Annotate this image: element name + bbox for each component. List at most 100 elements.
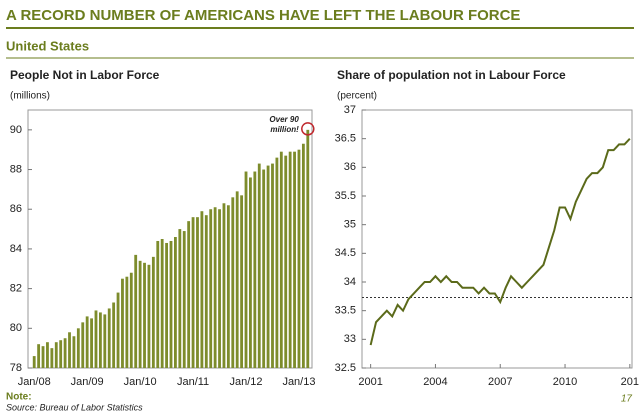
y-tick-label: 86 <box>10 203 22 215</box>
bar <box>68 332 71 368</box>
bar <box>257 163 261 368</box>
bar <box>284 155 288 368</box>
bar <box>200 211 204 368</box>
bar <box>138 260 142 368</box>
y-tick-label: 36.5 <box>335 133 356 145</box>
bar <box>226 205 230 368</box>
axis-label: (millions) <box>10 91 50 102</box>
y-tick-label: 84 <box>10 243 22 255</box>
y-tick-label: 37 <box>344 104 356 116</box>
x-tick-label: 201 <box>621 376 639 388</box>
bar <box>288 151 292 368</box>
y-tick-label: 33 <box>344 333 356 345</box>
bar <box>209 209 213 368</box>
bar <box>249 177 252 368</box>
bar <box>63 338 67 368</box>
bar <box>50 348 54 368</box>
y-tick-label: 80 <box>10 322 22 334</box>
bar <box>134 254 138 368</box>
y-tick-label: 34 <box>344 276 356 288</box>
x-tick-label: Jan/13 <box>282 376 315 388</box>
highlight-circle <box>301 122 315 136</box>
bar <box>169 240 173 368</box>
bar <box>59 340 63 368</box>
axis-label: (percent) <box>337 91 377 102</box>
source: Source: Bureau of Labor Statistics <box>6 402 143 412</box>
annotation: million! <box>270 125 299 134</box>
bar <box>160 239 164 368</box>
bar <box>129 272 133 368</box>
x-tick-label: 2004 <box>423 376 447 388</box>
bar <box>182 231 186 368</box>
x-tick-label: Jan/09 <box>71 376 104 388</box>
x-tick-label: 2007 <box>488 376 512 388</box>
bar <box>279 151 283 368</box>
page-title: A RECORD NUMBER OF AMERICANS HAVE LEFT T… <box>6 7 520 24</box>
bar <box>271 163 274 368</box>
x-tick-label: Jan/12 <box>230 376 263 388</box>
bar <box>213 207 217 368</box>
y-tick-label: 36 <box>344 161 356 173</box>
y-tick-label: 32.5 <box>335 362 356 374</box>
bar <box>293 151 296 368</box>
y-tick-label: 35.5 <box>335 190 356 202</box>
x-tick-label: 2010 <box>553 376 577 388</box>
bar <box>306 129 310 368</box>
bar <box>32 356 36 368</box>
bar <box>143 262 146 368</box>
x-tick-label: 2001 <box>358 376 382 388</box>
y-tick-label: 33.5 <box>335 305 356 317</box>
bar <box>253 171 257 368</box>
bar <box>116 292 120 368</box>
note: Note: <box>6 392 32 403</box>
bar <box>151 256 155 368</box>
y-tick-label: 88 <box>10 163 22 175</box>
data-line <box>369 137 631 346</box>
bar <box>231 197 235 368</box>
bar <box>262 169 266 368</box>
bar <box>244 171 248 368</box>
bar <box>76 328 80 368</box>
x-tick-label: Jan/11 <box>177 376 209 388</box>
bar <box>90 318 93 368</box>
y-tick-label: 82 <box>10 283 22 295</box>
subtitle: United States <box>6 38 89 53</box>
bar <box>191 217 195 368</box>
bar <box>156 240 160 368</box>
y-tick-label: 90 <box>10 124 22 136</box>
bar <box>125 276 129 368</box>
y-tick-label: 35 <box>344 219 356 231</box>
bar <box>112 302 116 368</box>
bar <box>297 149 301 368</box>
bar <box>240 195 244 368</box>
bar <box>94 310 98 368</box>
bar <box>204 215 208 368</box>
bar <box>72 336 76 368</box>
bar <box>266 165 270 368</box>
x-tick-label: Jan/10 <box>124 376 157 388</box>
bar <box>235 191 239 368</box>
bar <box>54 342 58 368</box>
bar <box>178 229 182 368</box>
bar <box>165 242 168 368</box>
bar <box>147 264 151 368</box>
bar <box>41 346 45 368</box>
chart-title: People Not in Labor Force <box>10 68 160 82</box>
y-tick-label: 78 <box>10 362 22 374</box>
bar <box>46 342 49 368</box>
bar <box>85 316 89 368</box>
bar <box>98 312 102 368</box>
bar <box>187 221 191 368</box>
chart-title: Share of population not in Labour Force <box>337 68 566 82</box>
bar <box>222 203 226 368</box>
page-number: 17 <box>621 394 633 405</box>
bar <box>174 237 177 368</box>
bar <box>121 278 124 368</box>
bar <box>301 143 305 368</box>
bar <box>107 308 111 368</box>
annotation: Over 90 <box>269 115 299 124</box>
bar <box>196 217 199 368</box>
bar <box>81 322 85 368</box>
bar <box>103 314 107 368</box>
